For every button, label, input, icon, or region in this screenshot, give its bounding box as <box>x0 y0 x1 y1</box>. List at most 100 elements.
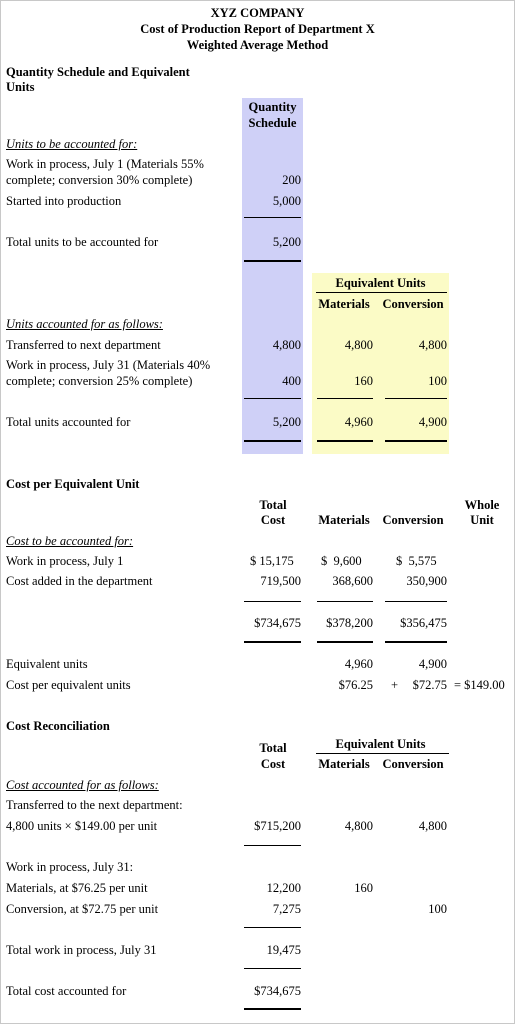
col-conversion-header: Conversion <box>382 297 444 311</box>
wip-july1-qty: 200 <box>282 173 301 187</box>
recon-transferred-materials: 4,800 <box>344 819 373 833</box>
rule <box>385 601 447 602</box>
rule <box>244 927 301 928</box>
double-rule <box>317 641 373 643</box>
cost-sum-materials: $378,200 <box>326 616 373 630</box>
recon-transferred-calc: 4,800 units × $149.00 per unit <box>6 819 158 833</box>
col-materials-header: Materials <box>318 297 370 311</box>
total-cost-accounted-label: Total cost accounted for <box>6 984 127 998</box>
double-rule <box>385 641 447 643</box>
double-rule <box>244 1008 301 1010</box>
cost-per-eu-materials: $76.25 <box>338 678 373 692</box>
col-materials-header: Materials <box>318 513 370 527</box>
rule <box>317 398 373 399</box>
recon-materials-eu: 160 <box>354 881 373 895</box>
total-wip-label: Total work in process, July 31 <box>6 943 157 957</box>
cost-sum-conversion: $356,475 <box>400 616 447 630</box>
wip-july31-label-1: Work in process, July 31 (Materials 40% <box>6 358 211 372</box>
transferred-materials: 4,800 <box>344 338 373 352</box>
equivalent-units-conversion: 4,900 <box>418 657 447 671</box>
quantity-schedule-band <box>242 98 303 454</box>
double-rule <box>385 440 447 442</box>
transferred-conversion: 4,800 <box>418 338 447 352</box>
col-total-header-2: Cost <box>260 757 286 771</box>
rule <box>244 398 301 399</box>
cpu-section-heading: Cost per Equivalent Unit <box>6 477 140 491</box>
equivalent-units-title: Equivalent Units <box>335 276 426 290</box>
double-rule <box>244 440 301 442</box>
recon-conversion-eu: 100 <box>428 902 447 916</box>
col-conversion-header: Conversion <box>382 513 444 527</box>
rule <box>317 601 373 602</box>
recon-transferred-conversion: 4,800 <box>418 819 447 833</box>
recon-section-heading: Cost Reconciliation <box>6 719 110 733</box>
qty-section-heading-1: Quantity Schedule and Equivalent <box>6 65 190 79</box>
total-accounted-materials: 4,960 <box>344 415 373 429</box>
total-wip-total: 19,475 <box>266 943 301 957</box>
rule <box>244 968 301 969</box>
col-total-header-1: Total <box>259 741 287 755</box>
wip-july31-materials: 160 <box>354 374 373 388</box>
equivalent-units-label: Equivalent units <box>6 657 88 671</box>
equivalent-units-materials: 4,960 <box>344 657 373 671</box>
recon-conversion-label: Conversion, at $72.75 per unit <box>6 902 159 916</box>
cost-added-total: 719,500 <box>260 574 301 588</box>
report-title: Cost of Production Report of Department … <box>140 22 375 36</box>
wip-july31-label-2: complete; conversion 25% complete) <box>6 374 193 388</box>
col-total-header-1: Total <box>259 498 287 512</box>
rule <box>244 845 301 846</box>
col-whole-unit-header-2: Unit <box>470 513 494 527</box>
cpu-wip-july1-conversion: $ 5,575 <box>396 554 437 568</box>
total-accounted-conversion: 4,900 <box>418 415 447 429</box>
col-quantity-header-2: Schedule <box>248 116 297 130</box>
cpu-wip-july1-label: Work in process, July 1 <box>6 554 124 568</box>
cost-added-label: Cost added in the department <box>6 574 153 588</box>
rule <box>244 601 301 602</box>
cost-per-eu-conversion: $72.75 <box>412 678 447 692</box>
recon-equivalent-units-title: Equivalent Units <box>335 737 426 751</box>
cost-sum-total: $734,675 <box>254 616 301 630</box>
rule <box>244 217 301 218</box>
cpu-wip-july1-total: $ 15,175 <box>250 554 294 568</box>
total-accounted-qty: 5,200 <box>272 415 301 429</box>
rule <box>316 292 447 293</box>
cost-added-conversion: 350,900 <box>406 574 447 588</box>
recon-transferred-total: $715,200 <box>254 819 301 833</box>
total-cost-accounted-total: $734,675 <box>254 984 301 998</box>
units-to-account-label: Units to be accounted for: <box>6 137 138 151</box>
col-conversion-header: Conversion <box>382 757 444 771</box>
cost-added-materials: 368,600 <box>332 574 373 588</box>
double-rule <box>244 641 301 643</box>
wip-july1-label-2: complete; conversion 30% complete) <box>6 173 193 187</box>
cost-to-account-label: Cost to be accounted for: <box>6 534 134 548</box>
wip-july31-qty: 400 <box>282 374 301 388</box>
double-rule <box>317 440 373 442</box>
wip-july31-conversion: 100 <box>428 374 447 388</box>
transferred-label: Transferred to next department <box>6 338 161 352</box>
recon-materials-total: 12,200 <box>266 881 301 895</box>
total-accounted-label: Total units accounted for <box>6 415 131 429</box>
col-whole-unit-header-1: Whole <box>464 498 500 512</box>
recon-wip-july31-label: Work in process, July 31: <box>6 860 134 874</box>
cost-per-eu-label: Cost per equivalent units <box>6 678 131 692</box>
report-method: Weighted Average Method <box>186 38 329 52</box>
rule <box>316 753 449 754</box>
cpu-wip-july1-materials: $ 9,600 <box>321 554 362 568</box>
recon-materials-label: Materials, at $76.25 per unit <box>6 881 148 895</box>
recon-transferred-label: Transferred to the next department: <box>6 798 183 812</box>
equivalent-units-band <box>312 273 449 454</box>
company-name: XYZ COMPANY <box>210 6 305 20</box>
total-to-account-label: Total units to be accounted for <box>6 235 159 249</box>
double-rule <box>244 260 301 262</box>
plus-sign: + <box>391 678 399 692</box>
started-label: Started into production <box>6 194 122 208</box>
total-to-account-qty: 5,200 <box>272 235 301 249</box>
col-total-header-2: Cost <box>260 513 286 527</box>
col-quantity-header-1: Quantity <box>248 100 297 114</box>
started-qty: 5,000 <box>272 194 301 208</box>
transferred-qty: 4,800 <box>272 338 301 352</box>
cost-accounted-label: Cost accounted for as follows: <box>6 778 159 792</box>
units-accounted-label: Units accounted for as follows: <box>6 317 163 331</box>
cost-per-whole-unit: = $149.00 <box>454 678 505 692</box>
